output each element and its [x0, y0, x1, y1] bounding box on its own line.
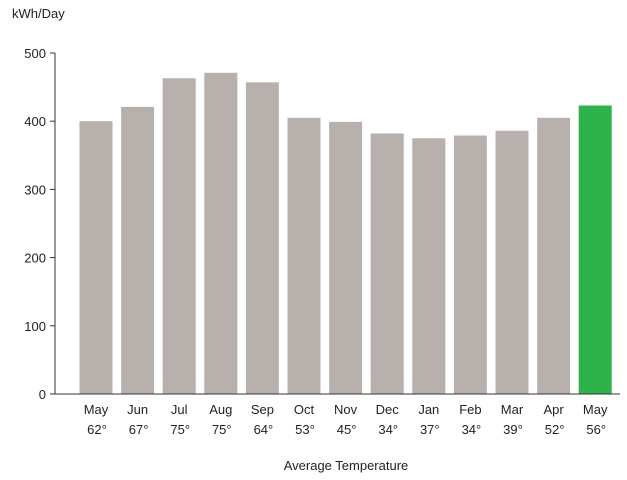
bar — [453, 135, 487, 394]
x-tick-label-temperature: 67° — [129, 422, 149, 437]
bar — [412, 138, 446, 394]
x-tick-label-month: Jan — [418, 402, 439, 417]
bar — [79, 121, 113, 394]
bar — [495, 130, 529, 395]
x-axis: May 62° Jun 67° Jul 75° Aug 75° Sep 64° Oct 53° Nov 4… — [55, 393, 620, 437]
x-tick-label-temperature: 53° — [295, 422, 315, 437]
x-tick-label-month: Mar — [501, 402, 524, 417]
y-tick-label: 100 — [24, 319, 46, 334]
y-axis-label: kWh/Day — [12, 6, 65, 21]
bars-group — [79, 72, 612, 395]
x-tick-label-month: Sep — [251, 402, 274, 417]
x-tick-label-temperature: 75° — [212, 422, 232, 437]
x-tick-label-temperature: 75° — [170, 422, 190, 437]
x-tick-label-temperature: 62° — [87, 422, 107, 437]
x-tick-label-temperature: 64° — [254, 422, 274, 437]
bar — [162, 78, 196, 394]
x-tick-label-temperature: 56° — [586, 422, 606, 437]
x-tick-label-month: Apr — [543, 402, 564, 417]
x-tick-label-temperature: 37° — [420, 422, 440, 437]
x-tick-label-temperature: 45° — [337, 422, 357, 437]
bar — [204, 72, 238, 394]
x-tick-label-temperature: 39° — [503, 422, 523, 437]
x-axis-label: Average Temperature — [284, 458, 409, 473]
x-tick-label-month: Dec — [376, 402, 400, 417]
y-tick-label: 300 — [24, 182, 46, 197]
x-tick-label-temperature: 34° — [378, 422, 398, 437]
x-tick-label-month: May — [583, 402, 608, 417]
bar — [537, 117, 571, 394]
x-tick-label-temperature: 34° — [462, 422, 482, 437]
bar — [121, 106, 155, 395]
x-tick-label-month: Feb — [459, 402, 481, 417]
x-tick-label-month: Jun — [127, 402, 148, 417]
x-tick-label-month: May — [84, 402, 109, 417]
y-tick-label: 400 — [24, 114, 46, 129]
x-tick-label-month: Oct — [294, 402, 315, 417]
x-tick-label-temperature: 52° — [545, 422, 565, 437]
bar — [578, 105, 612, 394]
x-tick-label-month: Nov — [334, 402, 358, 417]
y-axis: 0 100 200 300 400 500 — [24, 46, 56, 402]
y-tick-label: 200 — [24, 251, 46, 266]
bar — [245, 82, 279, 395]
x-tick-label-month: Aug — [209, 402, 232, 417]
bar — [287, 117, 321, 394]
y-tick-label: 0 — [39, 387, 46, 402]
x-tick-label-month: Jul — [171, 402, 188, 417]
bar — [329, 121, 363, 394]
y-tick-label: 500 — [24, 46, 46, 61]
bar — [370, 133, 404, 394]
